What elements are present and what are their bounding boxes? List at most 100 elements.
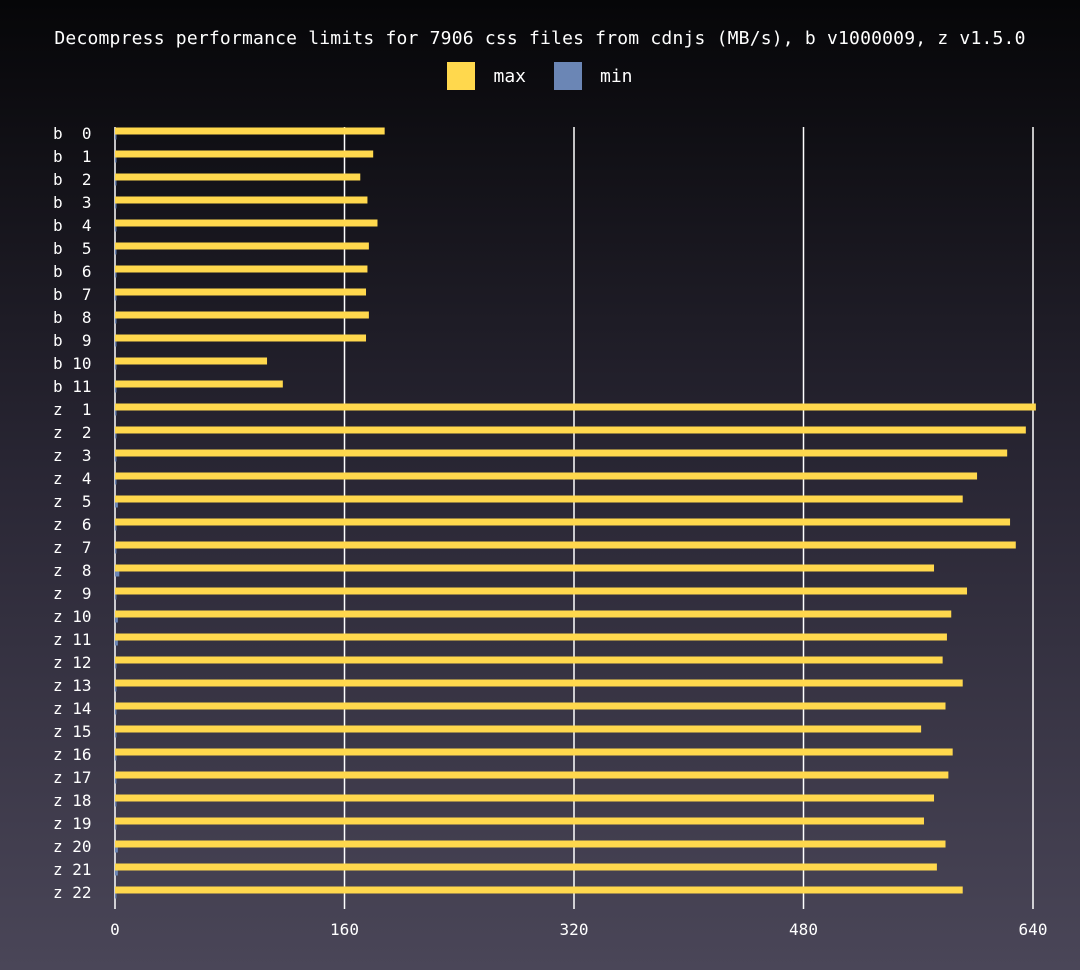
bar-min	[115, 433, 117, 439]
bar-min	[115, 249, 117, 255]
y-category-label: z 3	[53, 446, 92, 465]
bar-min	[115, 893, 117, 899]
x-tick-label: 0	[110, 920, 120, 939]
bar-max	[115, 886, 963, 894]
bar-max	[115, 541, 1016, 549]
bar-min	[115, 295, 117, 301]
bar-max	[115, 702, 946, 710]
y-category-label: z 4	[53, 469, 92, 488]
bar-min	[115, 663, 117, 669]
bar-min	[115, 847, 118, 853]
bar-min	[115, 801, 117, 807]
y-category-label: z 16	[53, 745, 92, 764]
bar-max	[115, 495, 963, 503]
legend-label-max: max	[493, 65, 526, 87]
bar-max	[115, 449, 1008, 457]
bar-min	[115, 410, 117, 416]
bar-max	[115, 403, 1036, 411]
bar-max	[115, 656, 943, 664]
bar-min	[115, 203, 117, 209]
bar-min	[115, 686, 117, 692]
bar-max	[115, 196, 368, 204]
bar-min	[115, 732, 117, 738]
y-category-label: z 10	[53, 607, 92, 626]
y-category-label: z 12	[53, 653, 92, 672]
y-category-label: b 0	[53, 124, 92, 143]
bar-min	[115, 778, 117, 784]
y-category-label: b 4	[53, 216, 92, 235]
bar-max	[115, 380, 283, 388]
bar-max	[115, 840, 946, 848]
bar-min	[115, 134, 117, 140]
bar-max	[115, 518, 1011, 526]
bar-max	[115, 357, 268, 365]
y-category-label: b 8	[53, 308, 92, 327]
bar-max	[115, 863, 937, 871]
bar-min	[115, 364, 117, 370]
bar-min	[115, 180, 117, 186]
bar-max	[115, 242, 369, 250]
bar-min	[115, 318, 117, 324]
legend-item-min: min	[554, 62, 633, 90]
legend-swatch-max	[447, 62, 476, 90]
y-category-label: z 7	[53, 538, 92, 557]
bar-max	[115, 311, 369, 319]
bar-max	[115, 288, 367, 296]
y-category-label: z 19	[53, 814, 92, 833]
bar-max	[115, 127, 385, 135]
chart-title: Decompress performance limits for 7906 c…	[54, 28, 1026, 49]
x-tick-label: 480	[789, 920, 818, 939]
bar-min	[115, 640, 118, 646]
y-category-label: b 3	[53, 193, 92, 212]
bar-min	[115, 157, 117, 163]
bar-max	[115, 587, 968, 595]
bar-max	[115, 219, 378, 227]
y-category-label: z 11	[53, 630, 92, 649]
y-category-label: b 7	[53, 285, 92, 304]
y-category-label: z 8	[53, 561, 92, 580]
bar-max	[115, 725, 922, 733]
y-category-label: z 9	[53, 584, 92, 603]
bar-max	[115, 173, 361, 181]
bar-min	[115, 502, 118, 508]
bar-max	[115, 817, 924, 825]
y-category-label: z 22	[53, 883, 92, 902]
bar-max	[115, 748, 953, 756]
legend-label-min: min	[600, 65, 633, 87]
bar-max	[115, 564, 935, 572]
y-category-label: z 6	[53, 515, 92, 534]
bar-min	[115, 525, 117, 531]
legend-swatch-min	[554, 62, 582, 90]
x-tick-label: 640	[1019, 920, 1048, 939]
y-category-label: z 1	[53, 400, 92, 419]
y-category-label: z 2	[53, 423, 92, 442]
bar-max	[115, 472, 978, 480]
y-category-label: b 11	[53, 377, 92, 396]
bar-min	[115, 272, 117, 278]
bar-max	[115, 794, 935, 802]
bar-max	[115, 610, 952, 618]
bar-max	[115, 150, 374, 158]
y-category-label: z 5	[53, 492, 92, 511]
bar-min	[115, 755, 117, 761]
y-category-label: z 14	[53, 699, 92, 718]
y-category-label: b 5	[53, 239, 92, 258]
legend-item-max: max	[447, 62, 526, 90]
y-category-label: z 18	[53, 791, 92, 810]
y-category-label: z 21	[53, 860, 92, 879]
bar-min	[115, 387, 117, 393]
bar-min	[115, 617, 118, 623]
y-category-label: b 9	[53, 331, 92, 350]
bar-max	[115, 334, 367, 342]
bar-max	[115, 426, 1026, 434]
bar-min	[115, 341, 117, 347]
bar-max	[115, 771, 949, 779]
bar-min	[115, 226, 117, 232]
y-category-label: b 6	[53, 262, 92, 281]
bar-min	[115, 870, 118, 876]
legend: max min	[0, 62, 1080, 90]
y-category-label: b 1	[53, 147, 92, 166]
bar-min	[115, 594, 117, 600]
y-category-label: z 20	[53, 837, 92, 856]
